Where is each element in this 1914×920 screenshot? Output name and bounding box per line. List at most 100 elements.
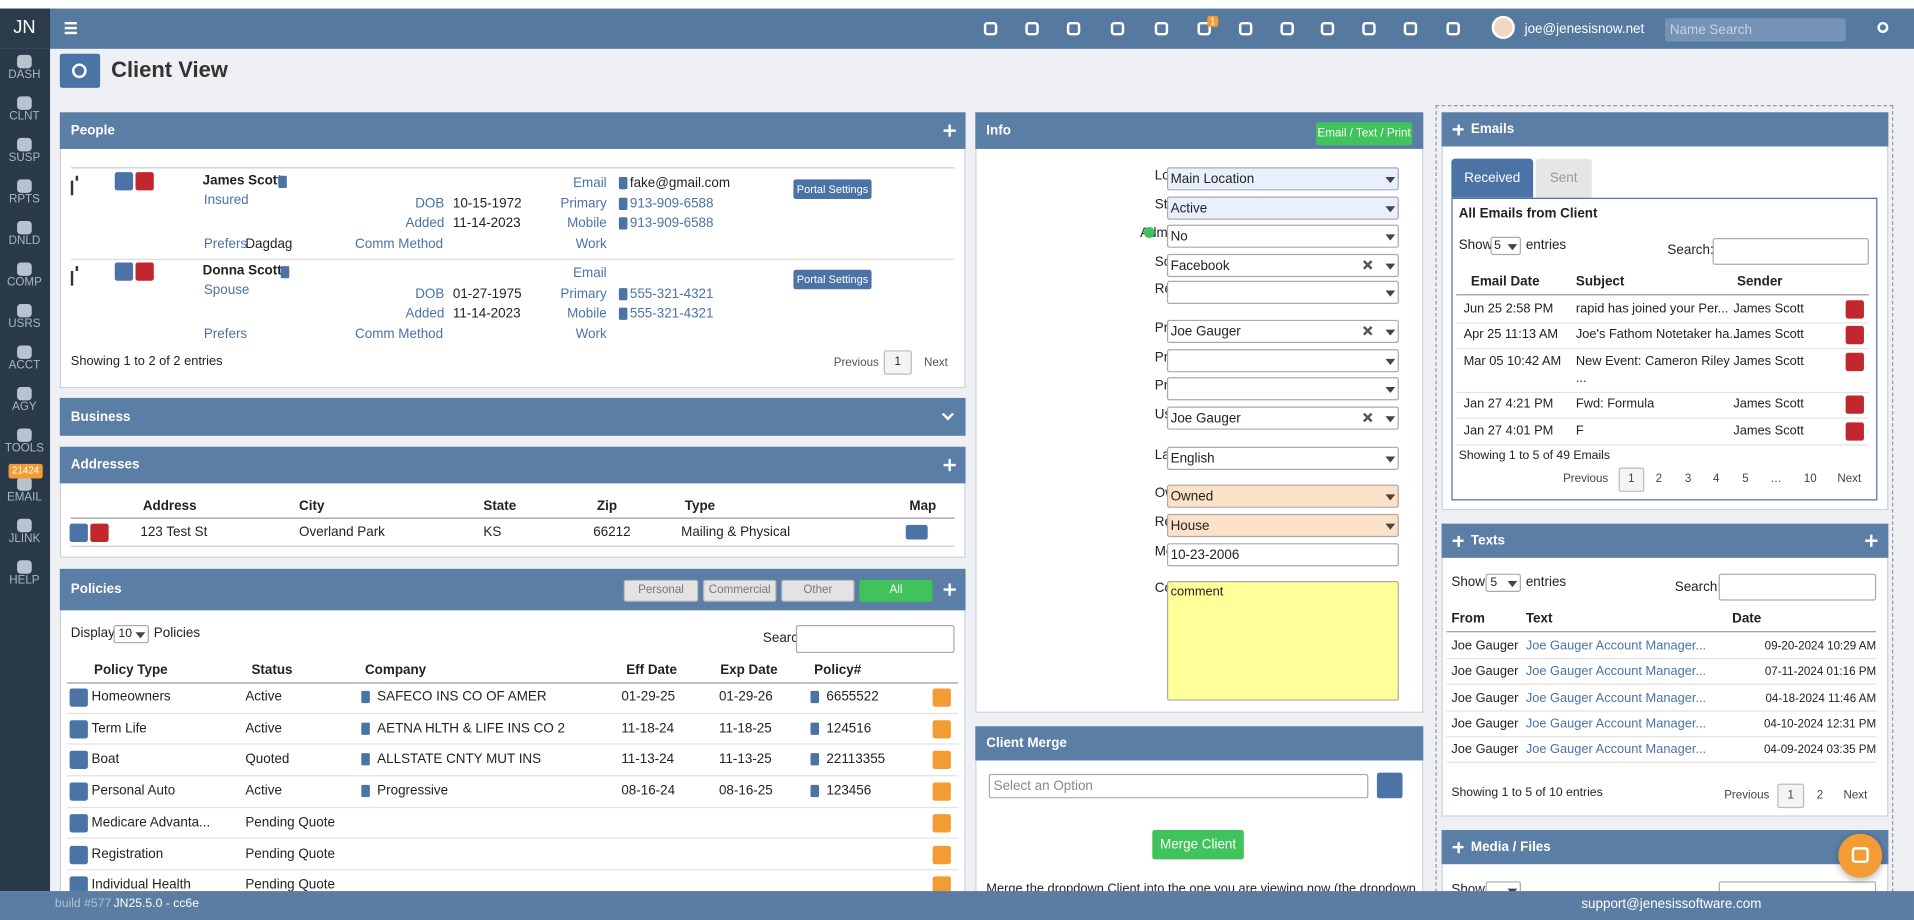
policy-filter[interactable] — [781, 579, 855, 602]
edit-button[interactable] — [69, 523, 88, 542]
support-email[interactable]: support@jenesissoftware.com — [1581, 897, 1762, 912]
sidebar-icon[interactable] — [17, 303, 32, 318]
nav-icon[interactable] — [983, 21, 998, 36]
pagination[interactable]: Next — [1843, 788, 1868, 802]
sidebar-label[interactable]: CLNT — [9, 109, 40, 124]
input[interactable] — [988, 773, 1369, 799]
edit-button[interactable] — [114, 172, 134, 191]
plus-icon[interactable] — [1870, 534, 1873, 547]
merge-client-button[interactable] — [1152, 830, 1244, 860]
edit-button[interactable] — [69, 845, 88, 864]
sidebar-icon[interactable] — [17, 137, 32, 152]
text-body[interactable]: Joe Gauger Account Manager... — [1525, 690, 1707, 706]
nav-icon[interactable] — [1362, 21, 1376, 36]
select[interactable] — [1166, 484, 1399, 508]
edit-button[interactable] — [69, 719, 88, 739]
input[interactable] — [795, 624, 955, 654]
nav-icon[interactable] — [1066, 21, 1081, 36]
delete-button[interactable] — [1845, 300, 1864, 319]
email-subject[interactable]: rapid has joined your Per... — [1575, 301, 1729, 317]
select[interactable] — [1166, 253, 1399, 278]
merge-select-button[interactable] — [1376, 772, 1403, 799]
text-body[interactable]: Joe Gauger Account Manager... — [1525, 742, 1707, 757]
policy-action[interactable] — [932, 719, 951, 739]
pagination[interactable]: … — [1770, 472, 1782, 486]
sidebar-label[interactable]: COMP — [7, 275, 42, 290]
sidebar-label[interactable]: HELP — [9, 573, 40, 588]
select[interactable] — [1166, 280, 1399, 304]
delete-button[interactable] — [90, 523, 109, 542]
sidebar-label[interactable]: ACCT — [8, 358, 41, 373]
policy-filter[interactable] — [859, 579, 933, 602]
sidebar-label[interactable]: SUSP — [8, 151, 41, 165]
sidebar-label[interactable]: TOOLS — [4, 441, 44, 456]
name-search[interactable] — [1664, 18, 1846, 42]
select[interactable] — [1485, 573, 1521, 593]
avatar[interactable] — [1491, 15, 1515, 40]
nav-icon[interactable] — [1280, 21, 1294, 36]
nav-icon[interactable] — [1320, 21, 1335, 36]
select[interactable] — [1166, 513, 1399, 538]
edit-button[interactable] — [69, 876, 88, 895]
sidebar-icon[interactable] — [17, 386, 32, 401]
nav-icon[interactable] — [1110, 21, 1125, 36]
select[interactable] — [1490, 236, 1521, 256]
sidebar-label[interactable]: RPTS — [8, 192, 40, 207]
edit-button[interactable] — [69, 782, 88, 801]
email-subject[interactable]: Fwd: Formula — [1575, 396, 1655, 412]
select[interactable] — [1166, 349, 1399, 373]
sidebar-icon[interactable] — [17, 345, 32, 359]
sidebar-icon[interactable] — [17, 518, 32, 533]
nav-icon[interactable] — [1403, 21, 1418, 36]
nav-icon[interactable] — [1446, 21, 1460, 36]
sidebar-icon[interactable] — [17, 54, 32, 69]
email-text-print-button[interactable] — [1315, 122, 1413, 146]
pagination[interactable]: 2 — [1655, 472, 1663, 486]
select[interactable] — [1166, 196, 1399, 220]
pagination[interactable]: 1 — [1787, 788, 1794, 802]
policy-action[interactable] — [932, 845, 951, 864]
edit-button[interactable] — [114, 262, 134, 281]
policy-filter[interactable] — [623, 579, 699, 602]
sidebar-icon[interactable] — [17, 560, 32, 574]
nav-icon[interactable] — [1154, 21, 1169, 36]
sidebar-label[interactable]: DNLD — [8, 234, 41, 248]
select[interactable] — [1166, 377, 1399, 401]
sidebar-icon[interactable] — [17, 220, 32, 235]
chat-bubble[interactable] — [1838, 833, 1883, 878]
delete-button[interactable] — [1845, 395, 1864, 414]
sidebar-label[interactable]: JLINK — [8, 532, 41, 546]
sidebar-icon[interactable] — [17, 262, 32, 276]
pagination[interactable]: 1 — [1628, 472, 1635, 486]
delete-button[interactable] — [1845, 422, 1864, 441]
text-body[interactable]: Joe Gauger Account Manager... — [1525, 716, 1707, 732]
mobile-phone[interactable]: 913-909-6588 — [629, 216, 714, 231]
pagination[interactable]: 4 — [1713, 472, 1720, 486]
tab-sent[interactable] — [1535, 158, 1592, 198]
policy-action[interactable] — [932, 813, 951, 833]
edit-button[interactable] — [69, 688, 88, 707]
sidebar-label[interactable]: AGY — [12, 400, 37, 414]
email-subject[interactable]: F — [1575, 423, 1584, 439]
delete-button[interactable] — [135, 262, 154, 281]
pagination[interactable]: Previous — [1563, 472, 1609, 486]
policy-action[interactable] — [932, 782, 951, 801]
portal-settings-button[interactable] — [793, 269, 872, 290]
page-box[interactable] — [1777, 783, 1805, 809]
pagination[interactable]: Previous — [1724, 788, 1770, 802]
next[interactable]: Next — [924, 356, 948, 370]
menu-icon[interactable] — [64, 27, 77, 30]
portal-settings-button[interactable] — [793, 179, 872, 199]
nav-icon[interactable] — [1238, 21, 1253, 36]
email-subject[interactable]: Joe's Fathom Notetaker ha... — [1575, 327, 1741, 342]
sidebar-icon[interactable] — [17, 428, 32, 442]
page-box[interactable] — [883, 350, 912, 375]
search-icon[interactable] — [1877, 21, 1889, 33]
input[interactable] — [1718, 573, 1877, 601]
select[interactable] — [1166, 167, 1399, 191]
sidebar-icon[interactable] — [17, 179, 32, 193]
sidebar-icon[interactable] — [17, 96, 32, 110]
text-body[interactable]: Joe Gauger Account Manager... — [1525, 638, 1707, 654]
email-subject[interactable]: New Event: Cameron Riley — [1575, 353, 1730, 369]
select[interactable] — [1166, 224, 1399, 248]
